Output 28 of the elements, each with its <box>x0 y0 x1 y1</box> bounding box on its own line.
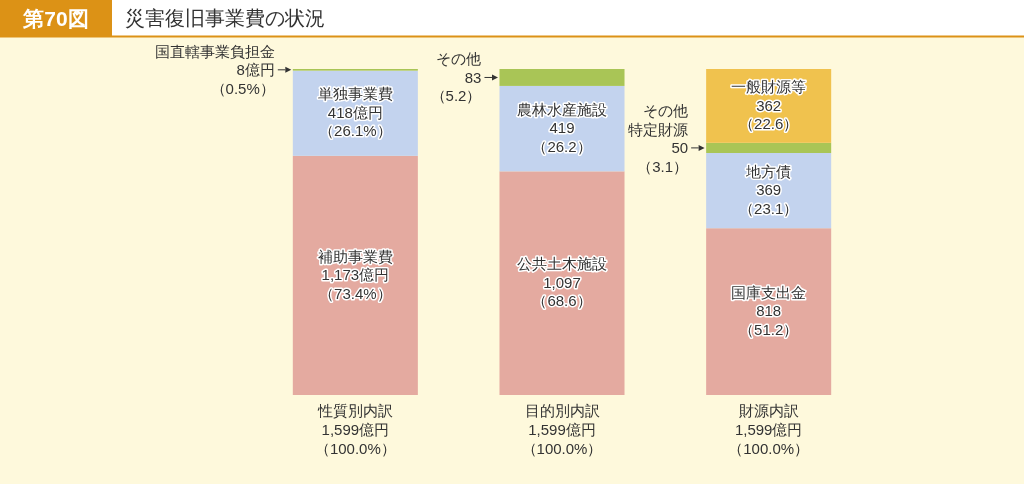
data-label: 1,097（68.6） <box>532 273 592 310</box>
series-label: 農林水産施設 <box>517 100 607 118</box>
series-label: その他特定財源 <box>628 102 689 138</box>
series-label: 国庫支出金 <box>731 283 807 301</box>
series-label: 地方債 <box>745 162 792 180</box>
data-label: 1,173億円（73.4%） <box>319 266 392 302</box>
data-label: 818（51.2） <box>739 302 799 338</box>
x-tick-label: 性質別内訳 <box>316 402 393 419</box>
data-label: 50（3.1） <box>637 139 689 175</box>
series-label: 単独事業費 <box>317 85 393 103</box>
data-label: 418億円（26.1%） <box>319 103 392 140</box>
data-label: 369（23.1） <box>739 181 799 217</box>
series-label: 国直轄事業負担金 <box>154 42 275 60</box>
series-label: 補助事業費 <box>317 247 393 265</box>
data-label: 419（26.2） <box>532 119 592 155</box>
total-label: 1,599億円（100.0%） <box>521 421 603 457</box>
series-label: その他 <box>436 50 482 68</box>
chart-title: 災害復旧事業費の状況 <box>125 7 325 29</box>
x-tick-label: 目的別内訳 <box>524 402 600 419</box>
series-label: 一般財源等 <box>731 78 807 96</box>
series-label: 公共土木施設 <box>517 255 607 273</box>
data-label: 83（5.2） <box>430 68 482 105</box>
data-label: 362（22.6） <box>739 96 799 133</box>
text: 第70図 <box>22 7 89 30</box>
data-label: 8億円（0.5%） <box>210 61 275 97</box>
total-label: 1,599億円（100.0%） <box>728 421 810 457</box>
x-tick-label: 財源内訳 <box>738 402 799 419</box>
total-label: 1,599億円（100.0%） <box>314 421 396 457</box>
